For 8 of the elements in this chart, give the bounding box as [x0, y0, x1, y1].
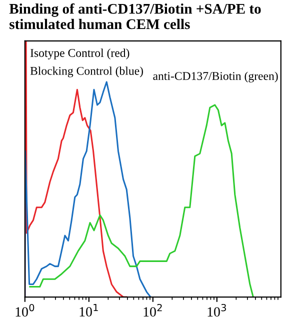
x-tick-label: 10$^{3}$ [208, 304, 226, 317]
annotation: anti-CD137/Biotin (green) [153, 72, 278, 82]
x-tick-label: 10$^{2}$ [144, 304, 162, 317]
annotation: Blocking Control (blue) [30, 66, 143, 78]
x-tick-label: 10$^{1}$ [80, 304, 98, 316]
x-tick-label: 10$^{0}$ [16, 304, 34, 317]
chart-title: Binding of anti-CD137/Biotin +SA/PE to stimulated human CEM cells [9, 3, 261, 30]
annotation: Isotype Control (red) [30, 48, 130, 60]
